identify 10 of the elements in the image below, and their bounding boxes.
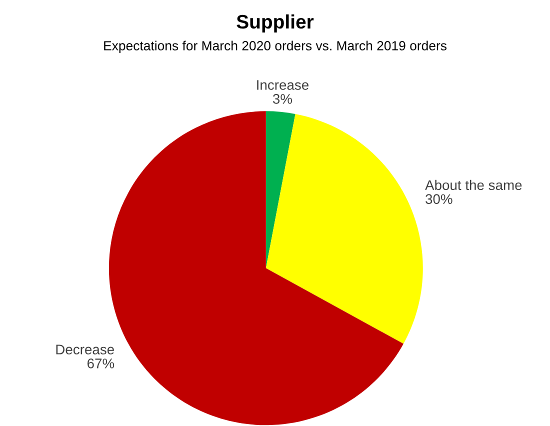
data-label: 30% — [426, 194, 452, 204]
slice-label: Decrease — [56, 344, 114, 354]
chart-subtitle: Expectations for March 2020 orders vs. March 2019 orders — [104, 40, 447, 54]
chart-title: Supplier — [236, 14, 314, 32]
slice-label: Increase — [257, 80, 308, 90]
pie-slice — [266, 111, 296, 268]
data-label: 67% — [88, 358, 114, 368]
pie-slice — [266, 114, 423, 344]
data-label: 3% — [272, 94, 292, 104]
slice-label: About the same — [425, 180, 522, 190]
